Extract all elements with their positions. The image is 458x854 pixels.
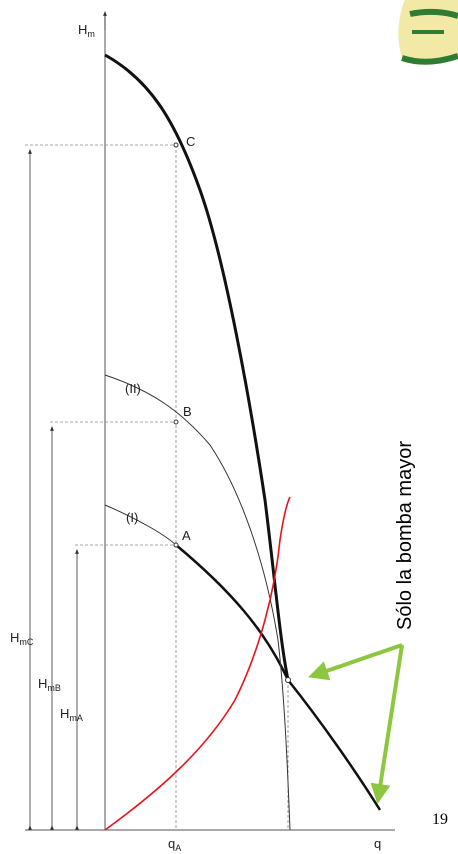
pump-curve-combined xyxy=(104,53,290,681)
system-curve xyxy=(104,496,291,831)
point-c-label: C xyxy=(186,134,195,149)
curve-ii-label: (II) xyxy=(125,381,141,396)
curve-i-label: (I) xyxy=(126,510,138,525)
pump-curve-i xyxy=(104,504,177,546)
point-b-label: B xyxy=(183,404,192,419)
operating-point-marker xyxy=(285,677,291,683)
annotation-text: Sólo la bomba mayor xyxy=(394,441,416,630)
y-axis-label: Hm xyxy=(78,22,95,39)
point-a-marker xyxy=(173,542,179,548)
point-c-marker xyxy=(173,142,179,148)
h-ma-label: HmA xyxy=(60,706,83,723)
point-a-label: A xyxy=(182,528,191,543)
h-dimension-arrows xyxy=(28,11,107,830)
annotation-arrows xyxy=(308,643,404,804)
q-a-label: qA xyxy=(168,836,181,853)
pump-curve-larger xyxy=(175,544,382,811)
logo-swoosh-icon xyxy=(398,0,458,65)
page-number: 19 xyxy=(432,811,448,828)
point-b-marker xyxy=(173,419,179,425)
h-mc-label: HmC xyxy=(10,630,34,647)
pump-curve-ii xyxy=(104,374,291,831)
h-mb-label: HmB xyxy=(38,676,61,693)
reference-lines xyxy=(25,144,289,830)
x-axis-label: q xyxy=(374,836,381,851)
